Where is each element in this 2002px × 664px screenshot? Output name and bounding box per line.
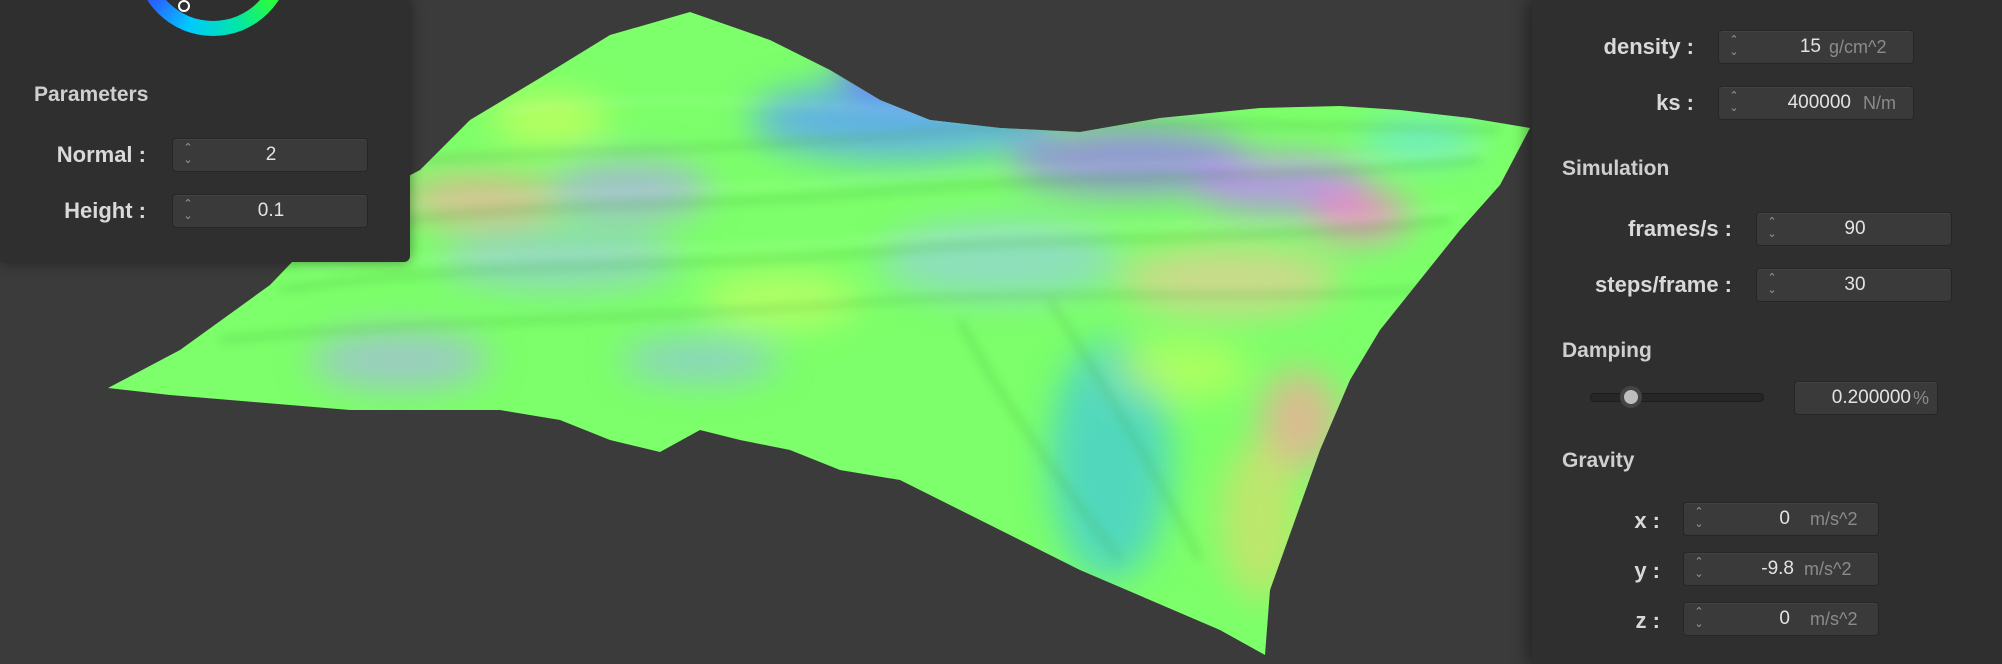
ks-value[interactable]: 400000 (1787, 92, 1851, 113)
updown-chevron-icon[interactable]: ⌃ ⌄ (1767, 216, 1777, 240)
gravity-y-unit: m/s^2 (1804, 559, 1852, 579)
height-label: Height : (64, 198, 146, 223)
frames-per-second-label: frames/s : (1628, 216, 1732, 241)
gravity-y-label: y : (1634, 558, 1660, 583)
damping-title: Damping (1562, 339, 1652, 362)
simulation-title: Simulation (1562, 157, 1670, 180)
gravity-title: Gravity (1562, 449, 1635, 472)
density-unit: g/cm^2 (1829, 37, 1887, 57)
normal-value[interactable]: 2 (265, 144, 277, 165)
updown-chevron-icon[interactable]: ⌃ ⌄ (1694, 506, 1704, 530)
updown-chevron-icon[interactable]: ⌃ ⌄ (183, 198, 193, 222)
gravity-z-unit: m/s^2 (1810, 609, 1858, 629)
damping-value-field[interactable]: 0.200000 % (1794, 381, 1938, 415)
height-spinbox[interactable]: ⌃ ⌄ 0.1 (172, 194, 368, 228)
density-spinbox[interactable]: ⌃ ⌄ 15 g/cm^2 (1718, 30, 1914, 64)
normal-spinbox[interactable]: ⌃ ⌄ 2 (172, 138, 368, 172)
updown-chevron-icon[interactable]: ⌃ ⌄ (1694, 556, 1704, 580)
ks-spinbox[interactable]: ⌃ ⌄ 400000 N/m (1718, 86, 1914, 120)
updown-chevron-icon[interactable]: ⌃ ⌄ (183, 142, 193, 166)
damping-slider[interactable] (1590, 393, 1764, 402)
density-label: density : (1603, 34, 1694, 59)
gravity-z-spinbox[interactable]: ⌃ ⌄ 0 m/s^2 (1683, 602, 1879, 636)
updown-chevron-icon[interactable]: ⌃ ⌄ (1694, 606, 1704, 630)
updown-chevron-icon[interactable]: ⌃ ⌄ (1729, 90, 1739, 114)
gravity-x-label: x : (1634, 508, 1660, 533)
color-wheel-handle[interactable] (178, 0, 190, 12)
damping-slider-handle[interactable] (1620, 386, 1643, 408)
updown-chevron-icon[interactable]: ⌃ ⌄ (1729, 34, 1739, 58)
gravity-x-spinbox[interactable]: ⌃ ⌄ 0 m/s^2 (1683, 502, 1879, 536)
normal-label: Normal : (56, 142, 146, 167)
density-value[interactable]: 15 (1799, 36, 1821, 57)
gravity-y-value[interactable]: -9.8 (1761, 558, 1794, 579)
gravity-z-label: z : (1635, 608, 1660, 633)
steps-per-frame-label: steps/frame : (1595, 272, 1732, 297)
damping-value[interactable]: 0.200000 (1831, 387, 1911, 408)
frames-per-second-value[interactable]: 90 (1844, 218, 1866, 239)
gravity-y-spinbox[interactable]: ⌃ ⌄ -9.8 m/s^2 (1683, 552, 1879, 586)
gravity-x-unit: m/s^2 (1810, 509, 1858, 529)
steps-per-frame-value[interactable]: 30 (1844, 274, 1866, 295)
rendering-parameters-panel: Parameters Normal : ⌃ ⌄ 2 Height : ⌃ ⌄ 0.1 (0, 0, 410, 262)
height-value[interactable]: 0.1 (257, 200, 285, 221)
damping-unit: % (1912, 388, 1929, 408)
updown-chevron-icon[interactable]: ⌃ ⌄ (1767, 272, 1777, 296)
ks-label: ks : (1656, 90, 1694, 115)
frames-per-second-spinbox[interactable]: ⌃ ⌄ 90 (1756, 212, 1952, 246)
steps-per-frame-spinbox[interactable]: ⌃ ⌄ 30 (1756, 268, 1952, 302)
gravity-x-value[interactable]: 0 (1779, 508, 1790, 529)
parameters-title: Parameters (34, 83, 149, 106)
gravity-z-value[interactable]: 0 (1779, 608, 1790, 629)
ks-unit: N/m (1863, 93, 1896, 113)
